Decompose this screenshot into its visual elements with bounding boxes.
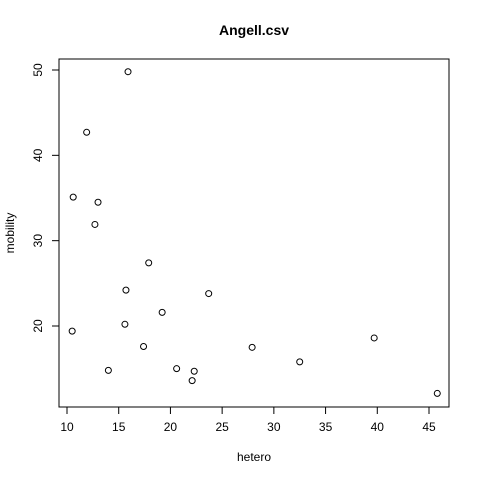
data-point: [104, 366, 112, 374]
y-tick-label: 40: [31, 148, 45, 162]
data-points: [68, 68, 441, 397]
x-axis: 10 15 20 25 30 35 40 45: [60, 406, 436, 434]
y-tick-label: 30: [31, 234, 45, 248]
data-point: [94, 198, 102, 206]
data-point: [188, 377, 196, 385]
data-point: [69, 193, 77, 201]
data-point: [173, 365, 181, 373]
data-point: [91, 220, 99, 228]
data-point: [145, 259, 153, 267]
data-point: [124, 68, 132, 76]
chart-title: Angell.csv: [219, 22, 289, 38]
x-tick-label: 15: [112, 420, 126, 434]
data-point: [248, 343, 256, 351]
data-point: [370, 334, 378, 342]
y-tick-label: 50: [31, 63, 45, 77]
x-tick-label: 40: [371, 420, 385, 434]
y-tick-label: 20: [31, 319, 45, 333]
x-tick-label: 30: [267, 420, 281, 434]
data-point: [296, 358, 304, 366]
x-tick-label: 35: [319, 420, 333, 434]
data-point: [205, 290, 213, 298]
data-point: [140, 342, 148, 350]
data-point: [68, 327, 76, 335]
y-axis-label: mobility: [3, 213, 17, 254]
y-axis: 20 30 40 50: [31, 63, 60, 333]
data-point: [83, 128, 91, 136]
data-point: [121, 320, 129, 328]
data-point: [158, 308, 166, 316]
x-tick-label: 45: [422, 420, 436, 434]
data-point: [433, 389, 441, 397]
data-point: [190, 367, 198, 375]
data-point: [122, 286, 130, 294]
x-axis-label: hetero: [237, 450, 271, 464]
x-tick-label: 20: [164, 420, 178, 434]
plot-frame: [58, 58, 450, 408]
x-tick-label: 10: [60, 420, 74, 434]
x-tick-label: 25: [215, 420, 229, 434]
